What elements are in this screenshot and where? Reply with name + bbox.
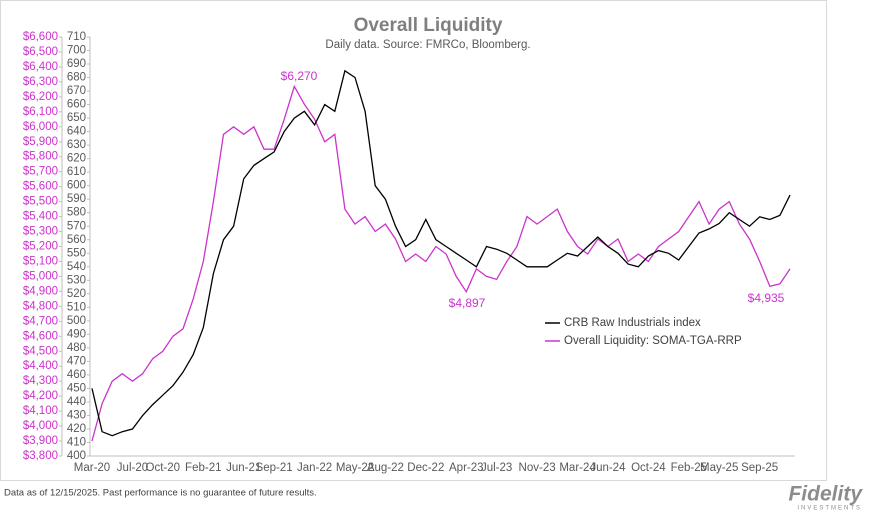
x-tick-label: Feb-21 (185, 462, 221, 474)
y2-tick-label: 560 (67, 234, 86, 246)
y2-tick-label: 460 (67, 369, 86, 381)
y2-tick-label: 410 (67, 437, 86, 449)
y2-tick-label: 430 (67, 409, 86, 421)
y-tick-label: $4,000 (23, 420, 58, 432)
y2-tick-label: 660 (67, 99, 86, 111)
annotation: $4,935 (748, 291, 785, 305)
x-tick-label: Mar-24 (559, 462, 596, 474)
series-line (91, 69, 791, 437)
y2-tick-label: 420 (67, 423, 86, 435)
y-tick-label: $5,700 (23, 166, 58, 178)
y2-tick-label: 690 (67, 58, 86, 70)
y2-tick-label: 610 (67, 166, 86, 178)
y2-tick-label: 580 (67, 207, 86, 219)
y2-tick-label: 680 (67, 72, 86, 84)
y-tick-label: $6,200 (23, 91, 58, 103)
x-tick-label: Mar-20 (74, 462, 110, 474)
brand-logo: Fidelity (788, 483, 863, 506)
chart-frame (0, 0, 827, 481)
x-tick-label: Sep-25 (741, 462, 778, 474)
x-tick-label: Jul-23 (481, 462, 512, 474)
y2-tick-label: 490 (67, 328, 86, 340)
y-tick-label: $4,400 (23, 360, 58, 372)
x-tick-label: Sep-21 (256, 462, 293, 474)
y2-tick-label: 700 (67, 45, 86, 57)
y2-tick-label: 500 (67, 315, 86, 327)
x-tick-label: Apr-23 (449, 462, 484, 474)
y2-tick-label: 670 (67, 85, 86, 97)
y-tick-label: $4,300 (23, 375, 58, 387)
y2-tick-label: 530 (67, 274, 86, 286)
y2-tick-label: 600 (67, 180, 86, 192)
y-tick-label: $5,800 (23, 151, 58, 163)
brand-sub: INVESTMENTS (797, 506, 862, 512)
footnote: Data as of 12/15/2025. Past performance … (4, 488, 317, 499)
x-tick-label: Dec-22 (407, 462, 444, 474)
y-tick-label: $4,500 (23, 345, 58, 357)
y-tick-label: $5,500 (23, 196, 58, 208)
y-tick-label: $5,200 (23, 241, 58, 253)
x-tick-label: Nov-23 (519, 462, 556, 474)
y-tick-label: $4,800 (23, 300, 58, 312)
y-tick-label: $6,300 (23, 76, 58, 88)
y2-tick-label: 650 (67, 112, 86, 124)
y2-tick-label: 550 (67, 247, 86, 259)
x-tick-label: Jun-21 (226, 462, 261, 474)
y-tick-label: $4,200 (23, 390, 58, 402)
y-tick-label: $5,900 (23, 136, 58, 148)
chart-title: Overall Liquidity (354, 15, 503, 36)
x-tick-label: Oct-20 (146, 462, 181, 474)
y2-tick-label: 480 (67, 342, 86, 354)
y-tick-label: $5,600 (23, 181, 58, 193)
y2-tick-label: 540 (67, 261, 86, 273)
y-tick-label: $6,500 (23, 46, 58, 58)
x-tick-label: Jan-22 (297, 462, 332, 474)
y-tick-label: $5,100 (23, 255, 58, 267)
y-tick-label: $6,400 (23, 61, 58, 73)
annotation: $4,897 (449, 296, 486, 310)
y2-tick-label: 440 (67, 396, 86, 408)
y2-tick-label: 520 (67, 288, 86, 300)
y2-tick-label: 470 (67, 355, 86, 367)
y-tick-label: $6,100 (23, 106, 58, 118)
x-tick-label: Oct-24 (631, 462, 666, 474)
y2-tick-label: 450 (67, 382, 86, 394)
annotation: $6,270 (281, 69, 318, 83)
y2-tick-label: 570 (67, 220, 86, 232)
y2-tick-label: 630 (67, 139, 86, 151)
y2-tick-label: 400 (67, 450, 86, 462)
y-tick-label: $4,700 (23, 315, 58, 327)
legend-label: Overall Liquidity: SOMA-TGA-RRP (564, 335, 742, 347)
y-tick-label: $4,900 (23, 285, 58, 297)
legend-label: CRB Raw Industrials index (564, 317, 701, 329)
x-tick-label: May-25 (700, 462, 738, 474)
y-tick-label: $5,400 (23, 211, 58, 223)
chart-subtitle: Daily data. Source: FMRCo, Bloomberg. (325, 39, 530, 51)
y2-tick-label: 710 (67, 31, 86, 43)
x-tick-label: May-22 (336, 462, 374, 474)
y-tick-label: $5,000 (23, 270, 58, 282)
y2-tick-label: 640 (67, 126, 86, 138)
y-tick-label: $4,600 (23, 330, 58, 342)
y-tick-label: $3,800 (23, 450, 58, 462)
x-tick-label: Aug-22 (367, 462, 404, 474)
y-tick-label: $6,600 (23, 31, 58, 43)
y-tick-label: $3,900 (23, 435, 58, 447)
x-tick-label: Jun-24 (590, 462, 626, 474)
x-tick-label: Jul-20 (117, 462, 148, 474)
y-tick-label: $6,000 (23, 121, 58, 133)
y-tick-label: $5,300 (23, 226, 58, 238)
y-tick-label: $4,100 (23, 405, 58, 417)
x-tick-label: Feb-25 (671, 462, 707, 474)
y2-tick-label: 510 (67, 301, 86, 313)
y2-tick-label: 590 (67, 193, 86, 205)
series-line (91, 84, 791, 442)
y2-tick-label: 620 (67, 153, 86, 165)
